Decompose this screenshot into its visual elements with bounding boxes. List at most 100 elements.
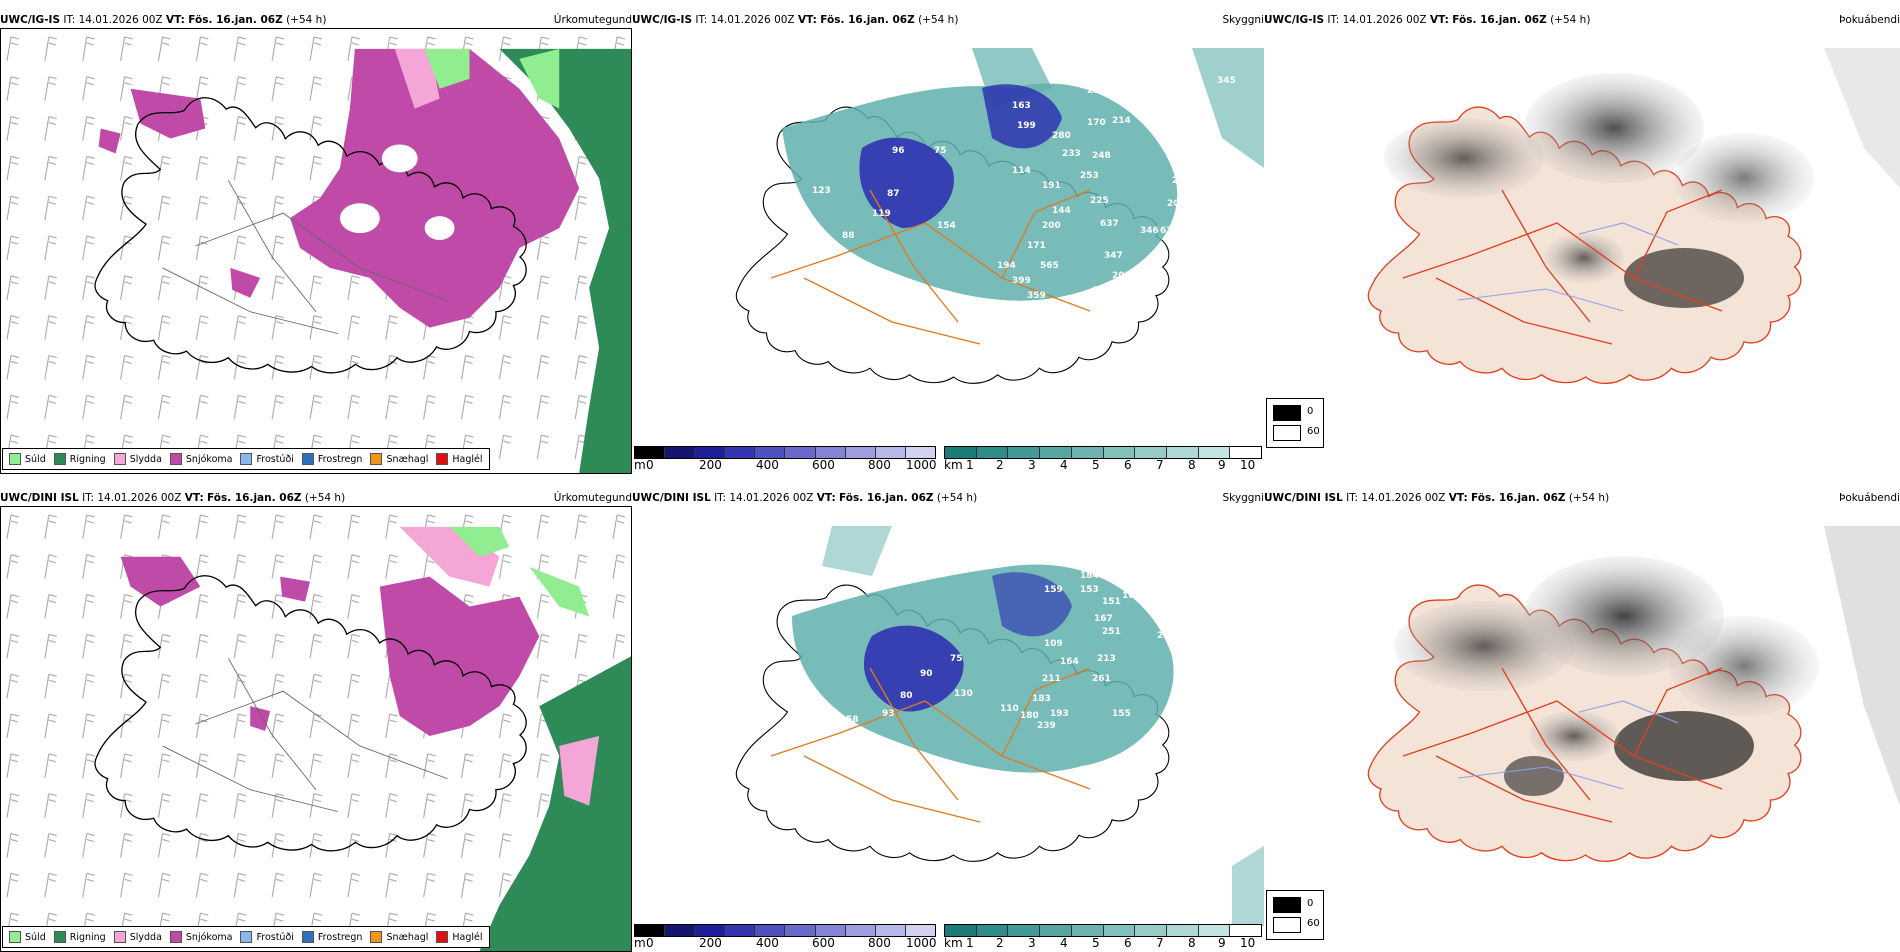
vis-label: 180: [1020, 711, 1039, 721]
fog-legend-label: 0: [1307, 406, 1314, 417]
panel-title: Skyggni: [1222, 14, 1265, 26]
it-label: IT:: [695, 14, 708, 26]
height-colorbar: m 0 200 400 600 800 1000: [634, 444, 937, 474]
panel-header: UWC/DINI ISL IT: 14.01.2026 00Z VT: Fös.…: [632, 490, 1264, 506]
tick-label: 1000: [906, 936, 937, 950]
lead-time: (+54 h): [286, 14, 327, 26]
vis-label: 151: [1102, 597, 1121, 607]
lead-time: (+54 h): [304, 492, 346, 504]
fog-legend-label: 0: [1307, 898, 1314, 909]
swatch-icon: [1273, 405, 1301, 421]
vis-label: 190: [727, 559, 746, 569]
lead-time: (+54 h): [936, 492, 978, 504]
vis-label: 75: [934, 146, 947, 156]
legend-item: Rigning: [53, 453, 106, 465]
vt-value: Fös. 16.jan. 06Z: [839, 492, 934, 504]
swatch-icon: [9, 931, 21, 943]
vis-label: 130: [954, 689, 973, 699]
tick-label: 7: [1156, 936, 1164, 950]
panel-title: Þokuábendi: [1839, 14, 1900, 26]
vis-label: 637: [1100, 219, 1119, 229]
precip-legend: Súld Rigning Slydda Snjókoma Frostúði Fr…: [2, 448, 490, 470]
tick-label: 800: [868, 936, 891, 950]
swatch-icon: [301, 931, 314, 943]
tick-label: 3: [1028, 458, 1036, 472]
swatch-icon: [1273, 425, 1301, 441]
legend-item: Frostregn: [301, 453, 362, 465]
vis-label: 248: [1092, 151, 1111, 161]
vt-label: VT:: [797, 14, 817, 26]
vis-label: 90: [920, 669, 933, 679]
tick-label: 600: [812, 936, 835, 950]
vt-value: Fös. 16.jan. 06Z: [1452, 14, 1547, 26]
visibility-panel-top: UWC/IG-IS IT: 14.01.2026 00Z VT: Fös. 16…: [632, 12, 1264, 474]
lead-time: (+54 h): [1568, 492, 1610, 504]
tick-label: 200: [699, 936, 722, 950]
vis-label: 75: [950, 654, 963, 664]
vis-label: 203: [794, 589, 813, 599]
vis-label: 193: [1050, 709, 1069, 719]
tick-label: 7: [1156, 458, 1164, 472]
vis-label: 206: [1080, 557, 1099, 567]
vis-label: 119: [872, 209, 891, 219]
vis-label: 213: [1097, 654, 1116, 664]
vt-value: Fös. 16.jan. 06Z: [207, 492, 302, 504]
panel-title: Úrkomutegund: [553, 14, 632, 26]
swatch-icon: [1273, 917, 1301, 933]
legend-item: Snæhagl: [370, 453, 428, 465]
vis-label: 170: [1087, 118, 1106, 128]
tick-label: 5: [1092, 458, 1100, 472]
it-value: 14.01.2026 00Z: [78, 14, 163, 26]
it-label: IT:: [82, 492, 95, 504]
vis-label: 345: [1217, 76, 1236, 86]
swatch-icon: [113, 453, 126, 465]
vis-label: 161: [1092, 286, 1111, 296]
swatch-icon: [53, 931, 66, 943]
vis-unit: km: [944, 458, 963, 472]
panel-title: Þokuábendi: [1839, 492, 1900, 504]
model-name: UWC/IG-IS: [1264, 14, 1325, 26]
it-label: IT:: [63, 14, 76, 26]
legend-item: Slydda: [113, 931, 162, 943]
it-value: 14.01.2026 00Z: [97, 492, 182, 504]
tick-label: 400: [756, 458, 779, 472]
vis-label: 183: [1032, 694, 1051, 704]
precip-panel-top: UWC/IG-IS IT: 14.01.2026 00Z VT: Fös. 16…: [0, 12, 632, 474]
vis-label: 296: [1162, 531, 1181, 541]
legend-item: Haglél: [436, 931, 483, 943]
vis-label: 194: [997, 261, 1016, 271]
swatch-icon: [370, 453, 383, 465]
swatch-icon: [240, 453, 253, 465]
vis-label: 171: [1027, 241, 1046, 251]
model-name: UWC/DINI ISL: [632, 492, 711, 504]
swatch-icon: [9, 453, 21, 465]
tick-label: 8: [1188, 936, 1196, 950]
vis-label: 318: [1140, 261, 1159, 271]
legend-item: Súld: [9, 931, 46, 943]
tick-label: 9: [1218, 936, 1226, 950]
height-colorbar-strip: [634, 924, 936, 937]
vis-label: 110: [1000, 704, 1019, 714]
visibility-colorbar: km 1 2 3 4 5 6 7 8 9 10: [944, 444, 1262, 474]
vis-label: 565: [1040, 261, 1059, 271]
lead-time: (+54 h): [918, 14, 959, 26]
fog-map: [1264, 506, 1900, 926]
tick-label: 6: [1124, 936, 1132, 950]
vis-label: 155: [1112, 709, 1131, 719]
it-label: IT:: [1346, 492, 1359, 504]
legend-item: Frostregn: [301, 931, 362, 943]
vis-label: 261: [1092, 674, 1111, 684]
tick-label: 5: [1092, 936, 1100, 950]
vis-label: 280: [1052, 131, 1071, 141]
vis-label: 109: [1044, 639, 1063, 649]
tick-label: 2: [996, 936, 1004, 950]
vis-label: 253: [1080, 171, 1099, 181]
tick-label: 0: [646, 936, 654, 950]
swatch-icon: [301, 453, 314, 465]
fog-legend-label: 60: [1307, 426, 1320, 437]
it-value: 14.01.2026 00Z: [729, 492, 814, 504]
tick-label: 1: [966, 458, 974, 472]
legend-item: Rigning: [53, 931, 106, 943]
tick-label: 10: [1240, 458, 1256, 472]
fog-map: [1264, 28, 1900, 448]
